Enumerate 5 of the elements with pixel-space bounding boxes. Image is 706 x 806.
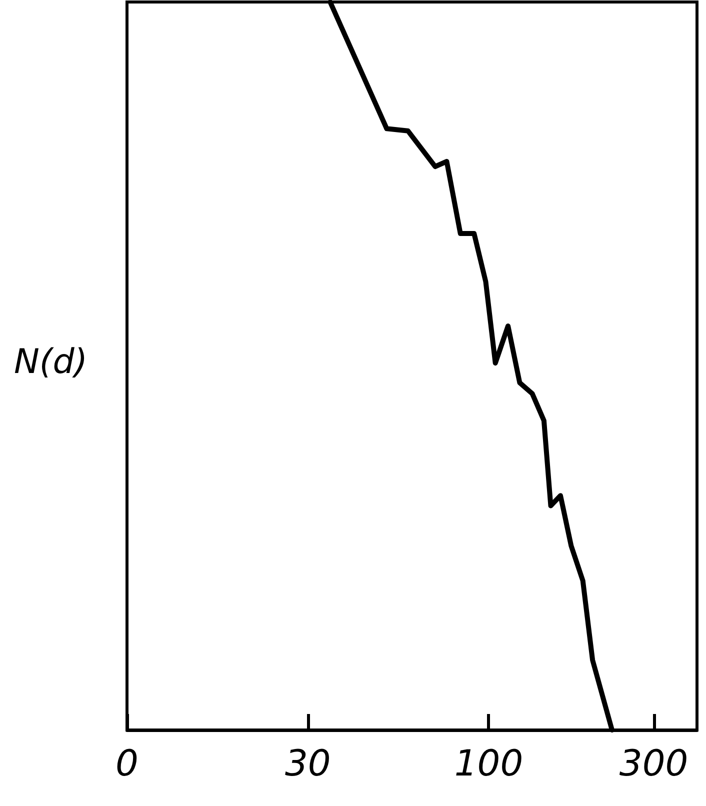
x-tick-label: 30 bbox=[284, 744, 331, 784]
y-axis-title: N(d) bbox=[14, 342, 88, 382]
x-tick-label: 100 bbox=[454, 744, 524, 784]
x-tick-label: 0 bbox=[116, 744, 138, 784]
x-tick-label: 300 bbox=[619, 744, 688, 784]
